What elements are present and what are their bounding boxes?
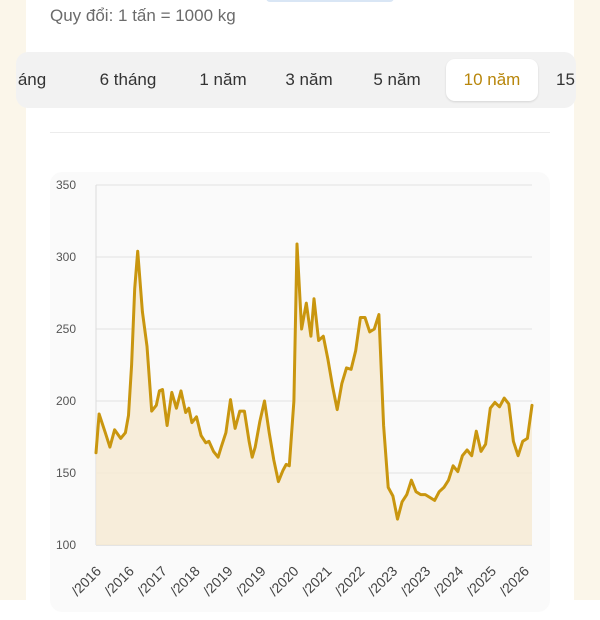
x-tick-label: /2023 <box>397 563 433 599</box>
y-tick-label: 350 <box>56 178 76 192</box>
y-tick-label: 150 <box>56 466 76 480</box>
top-pill-decoration <box>266 0 394 2</box>
y-tick-label: 250 <box>56 322 76 336</box>
x-axis-ticks: /2016/2016/2017/2018/2019/2019/2020/2021… <box>68 563 532 599</box>
x-tick-label: /2019 <box>200 563 236 599</box>
tab-10-years[interactable]: 10 năm <box>446 59 538 101</box>
y-axis-ticks: 100 150 200 250 300 350 <box>56 178 76 552</box>
tab-6-months[interactable]: 6 tháng <box>99 70 157 89</box>
tab-3-months[interactable]: áng <box>17 70 47 89</box>
x-tick-label: /2026 <box>496 563 532 599</box>
x-tick-label: /2018 <box>167 563 203 599</box>
x-tick-label: /2016 <box>68 563 104 599</box>
x-tick-label: /2024 <box>430 563 466 599</box>
price-area-fill <box>96 244 532 545</box>
x-tick-label: /2020 <box>266 563 302 599</box>
x-tick-label: /2021 <box>298 563 334 599</box>
x-tick-label: /2016 <box>101 563 137 599</box>
unit-conversion-note: Quy đổi: 1 tấn = 1000 kg <box>50 6 236 25</box>
section-divider <box>50 132 550 133</box>
time-range-tabs: áng 6 tháng 1 năm 3 năm 5 năm 10 năm 15 <box>16 52 576 108</box>
x-tick-label: /2019 <box>233 563 269 599</box>
y-tick-label: 200 <box>56 394 76 408</box>
tab-5-years[interactable]: 5 năm <box>373 70 421 89</box>
tab-3-years[interactable]: 3 năm <box>285 70 333 89</box>
price-line <box>94 242 534 521</box>
x-tick-label: /2023 <box>364 563 400 599</box>
tab-15-years[interactable]: 15 <box>556 70 575 89</box>
x-tick-label: /2025 <box>463 563 499 599</box>
x-tick-label: /2022 <box>331 563 367 599</box>
y-tick-label: 100 <box>56 538 76 552</box>
x-tick-label: /2017 <box>134 563 170 599</box>
y-tick-label: 300 <box>56 250 76 264</box>
tab-1-year[interactable]: 1 năm <box>199 70 247 89</box>
